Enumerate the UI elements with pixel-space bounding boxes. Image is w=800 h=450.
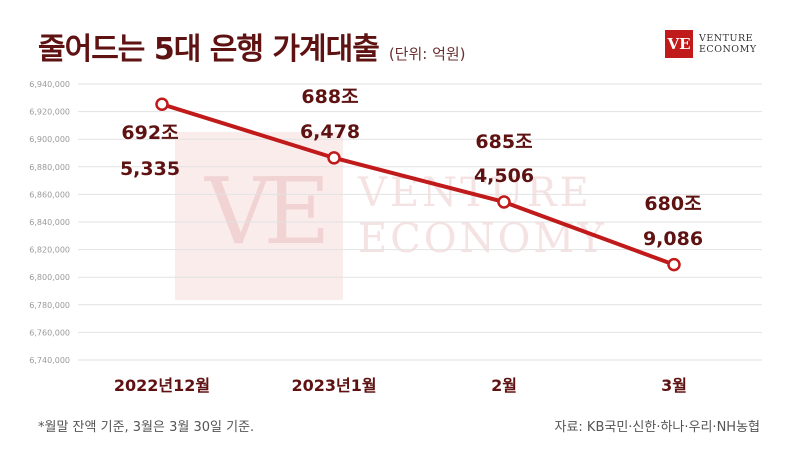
- y-tick-label: 6,840,000: [29, 218, 70, 227]
- header: 줄어드는 5대 은행 가계대출 (단위: 억원): [38, 24, 466, 68]
- chart-title: 줄어드는 5대 은행 가계대출: [38, 32, 380, 67]
- data-point-marker: [327, 151, 341, 165]
- y-tick-label: 6,920,000: [29, 108, 70, 117]
- watermark-box: [175, 132, 343, 300]
- data-label-jo: 688조: [301, 86, 358, 108]
- data-label-jo: 685조: [475, 131, 532, 153]
- logo-line2: ECONOMY: [699, 44, 757, 55]
- data-label-jo: 692조: [121, 122, 178, 144]
- x-tick-label: 3월: [661, 376, 687, 395]
- data-label-eok: 4,506: [474, 165, 534, 187]
- venture-economy-logo: VE VENTURE ECONOMY: [665, 30, 757, 58]
- x-tick-label: 2월: [491, 376, 517, 395]
- y-tick-label: 6,800,000: [29, 273, 70, 282]
- source-note: 자료: KB국민·신한·하나·우리·NH농협: [554, 420, 760, 435]
- logo-mark: VE: [665, 30, 693, 58]
- x-tick-label: 2022년12월: [114, 376, 210, 395]
- x-tick-label: 2023년1월: [291, 376, 376, 395]
- y-tick-label: 6,820,000: [29, 246, 70, 255]
- y-tick-label: 6,880,000: [29, 163, 70, 172]
- logo-text: VENTURE ECONOMY: [699, 33, 757, 55]
- data-label-eok: 6,478: [300, 121, 360, 143]
- logo-line1: VENTURE: [699, 33, 754, 44]
- footnote: *월말 잔액 기준, 3월은 3월 30일 기준.: [38, 420, 255, 435]
- series-line: [160, 102, 676, 267]
- data-point-marker: [667, 257, 681, 272]
- data-point-marker: [497, 195, 511, 209]
- y-tick-label: 6,860,000: [29, 190, 70, 199]
- y-tick-label: 6,740,000: [29, 356, 70, 365]
- data-label-eok: 9,086: [643, 228, 703, 250]
- data-label-jo: 680조: [644, 193, 701, 215]
- y-tick-label: 6,780,000: [29, 301, 70, 310]
- data-point-marker: [155, 97, 169, 111]
- unit-label: (단위: 억원): [388, 45, 466, 63]
- y-tick-label: 6,760,000: [29, 328, 70, 337]
- watermark-logo-mark: VE: [205, 158, 331, 265]
- y-tick-label: 6,940,000: [29, 80, 70, 89]
- y-tick-label: 6,900,000: [29, 135, 70, 144]
- data-label-eok: 5,335: [120, 158, 180, 180]
